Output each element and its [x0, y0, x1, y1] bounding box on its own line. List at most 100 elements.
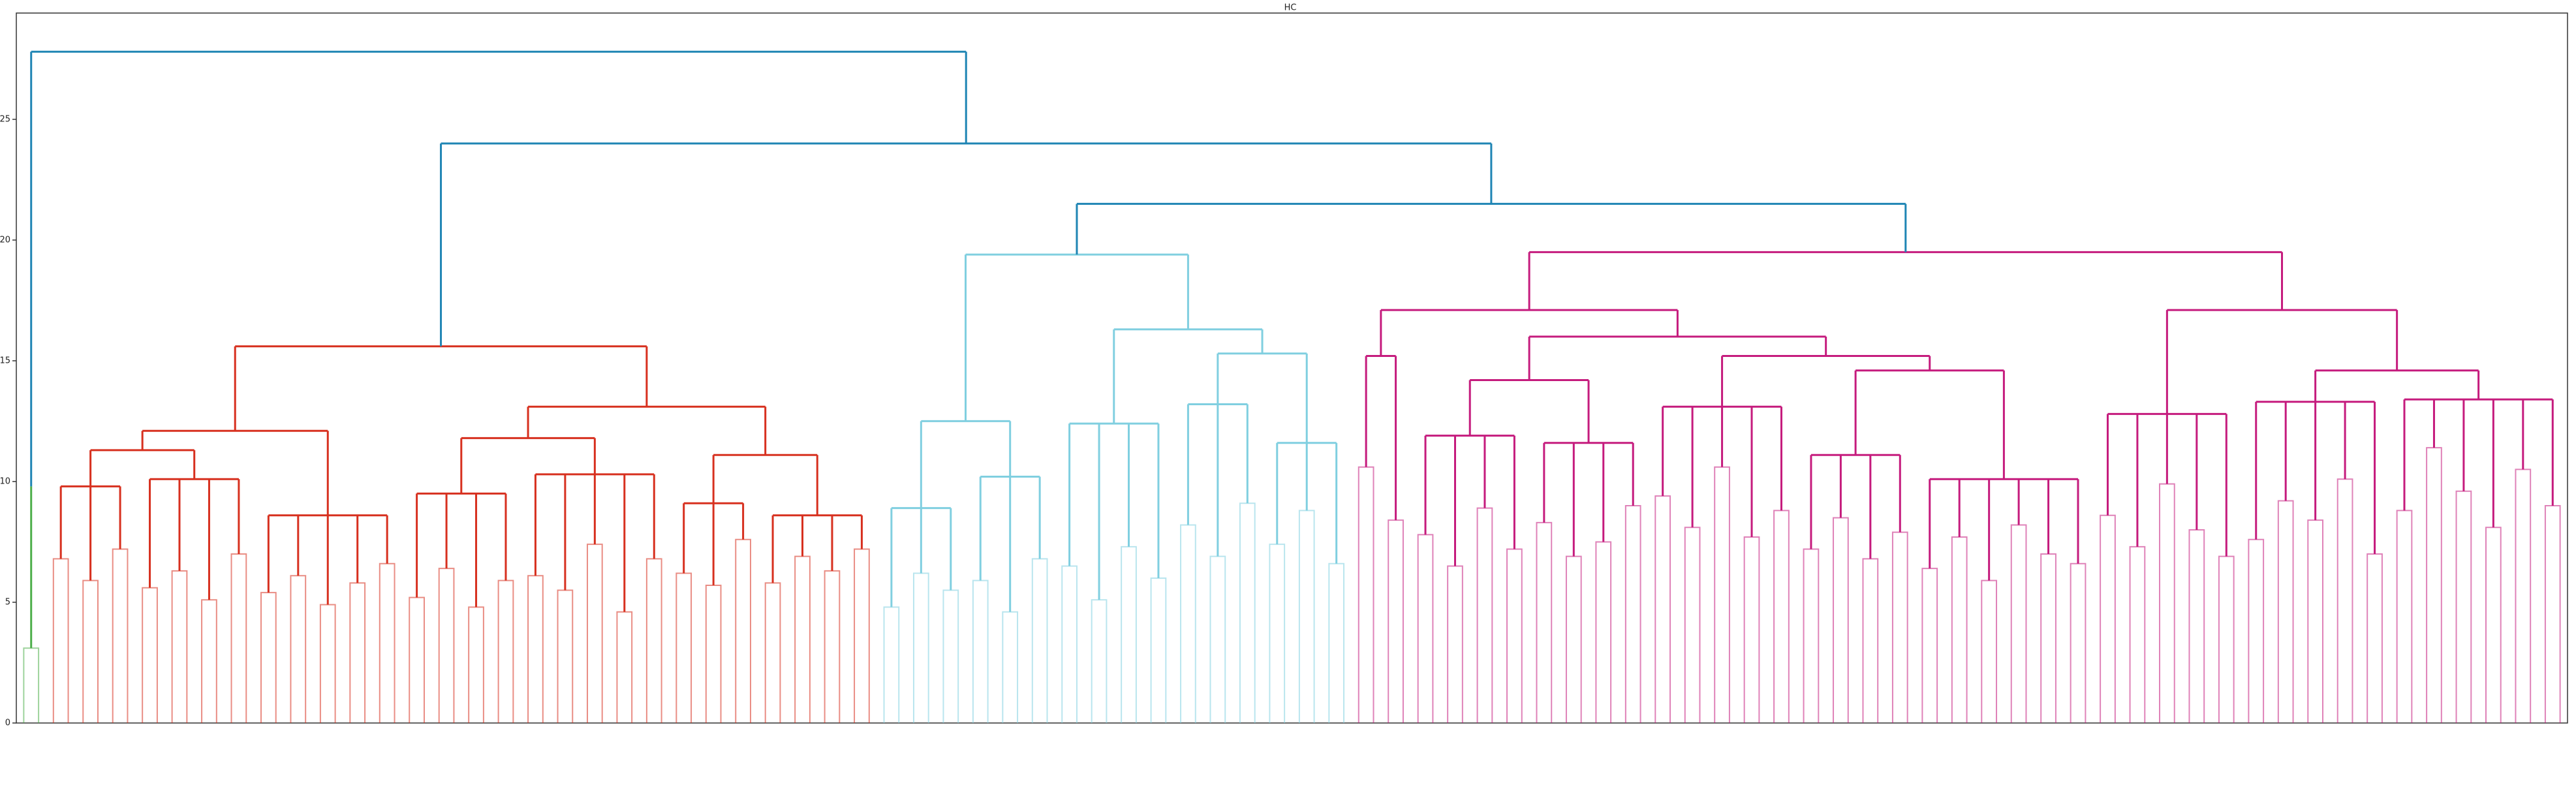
leaf-link	[645, 558, 662, 723]
cluster-link	[2403, 398, 2554, 528]
leaf-link	[2100, 514, 2116, 723]
cluster-link	[771, 514, 863, 583]
cluster-link	[2106, 412, 2227, 557]
leaf-link	[409, 596, 425, 723]
merge-link	[1528, 335, 1827, 380]
leaf-link	[1624, 504, 1641, 723]
leaf-link	[1595, 541, 1612, 723]
leaf-link	[1654, 495, 1671, 723]
leaf-link	[2277, 500, 2294, 723]
leaf-link	[2159, 483, 2175, 723]
leaf-link	[349, 582, 366, 723]
merge-link	[527, 405, 767, 455]
leaf-link	[942, 589, 959, 723]
leaf-link	[1891, 531, 1908, 723]
merge-link	[1076, 202, 1907, 255]
cluster-link	[683, 502, 745, 586]
cluster-link	[1068, 422, 1160, 600]
leaf-link	[527, 575, 544, 723]
merge-link	[1854, 369, 2005, 480]
leaf-link	[82, 579, 99, 723]
leaf-link	[1803, 548, 1820, 723]
leaf-link	[2336, 478, 2353, 723]
leaf-link	[1476, 507, 1493, 723]
cluster-link	[267, 514, 388, 605]
leaf-link	[23, 647, 40, 723]
leaf-link	[142, 587, 158, 723]
merge-link	[1468, 379, 1590, 443]
cluster-link	[1810, 454, 1901, 559]
leaf-link	[2188, 529, 2205, 723]
leaf-link	[171, 570, 188, 723]
merge-link	[2314, 369, 2480, 402]
leaf-link	[1565, 555, 1582, 723]
cluster-link	[1424, 435, 1515, 566]
cluster-link	[1543, 442, 1634, 557]
leaf-link	[230, 553, 247, 723]
leaf-link	[557, 589, 574, 723]
cluster-link	[890, 507, 952, 608]
chart-title: HC	[1284, 3, 1297, 13]
plot-frame	[16, 12, 2568, 724]
leaf-link	[616, 611, 633, 723]
leaf-link	[379, 562, 396, 723]
merge-link	[1528, 251, 2284, 311]
leaf-link	[735, 538, 751, 723]
leaf-link	[1031, 558, 1048, 723]
leaf-link	[972, 579, 989, 723]
leaf-link	[1951, 536, 1968, 723]
leaf-link	[112, 548, 129, 723]
leaf-link	[2485, 527, 2502, 723]
leaf-link	[824, 570, 841, 723]
leaf-link	[1981, 579, 1998, 723]
leaf-link	[1921, 568, 1938, 723]
leaf-link	[319, 604, 336, 723]
leaf-link	[1684, 527, 1701, 723]
leaf-link	[2515, 469, 2532, 723]
cluster-link	[1276, 442, 1338, 564]
leaf-link	[675, 572, 692, 723]
leaf-link	[1298, 510, 1315, 723]
y-tick-label: 5	[5, 597, 10, 607]
cluster-link	[979, 476, 1041, 612]
leaf-link	[2544, 504, 2561, 723]
leaf-link	[705, 585, 722, 723]
leaf-link	[1714, 466, 1730, 723]
leaf-link	[497, 579, 514, 723]
merge-link	[2165, 309, 2398, 414]
leaf-link	[2455, 490, 2472, 723]
leaf-link	[2040, 553, 2056, 723]
y-tick-label: 0	[5, 718, 10, 728]
cluster-link	[534, 473, 655, 612]
leaf-link	[1269, 544, 1286, 723]
leaf-link	[1743, 536, 1760, 723]
cluster-link	[59, 485, 121, 581]
merge-link	[141, 429, 329, 515]
leaf-link	[1388, 519, 1404, 723]
merge-link	[1721, 354, 1931, 407]
merge-link	[965, 253, 1189, 422]
y-tick-label: 15	[0, 356, 10, 365]
leaf-link	[1002, 611, 1019, 723]
cluster-link	[1187, 403, 1249, 557]
leaf-link	[1150, 577, 1167, 723]
leaf-link	[1061, 565, 1078, 723]
leaf-link	[2010, 524, 2027, 723]
leaf-link	[2396, 510, 2413, 723]
y-tick-label: 25	[0, 114, 10, 124]
cluster-link	[149, 478, 240, 600]
cluster-link	[416, 492, 507, 608]
leaf-link	[2070, 562, 2087, 723]
leaf-link	[1447, 565, 1463, 723]
merge-link	[1380, 309, 1679, 356]
leaf-link	[260, 592, 277, 723]
merge-link	[712, 454, 818, 515]
leaf-link	[883, 606, 900, 723]
leaf-link	[1773, 510, 1790, 723]
merge-link	[920, 420, 1012, 508]
merge-link	[440, 142, 1493, 346]
merge-link	[1217, 352, 1308, 443]
leaf-link	[854, 548, 870, 723]
leaf-link	[1180, 524, 1196, 723]
leaf-link	[1862, 558, 1879, 723]
